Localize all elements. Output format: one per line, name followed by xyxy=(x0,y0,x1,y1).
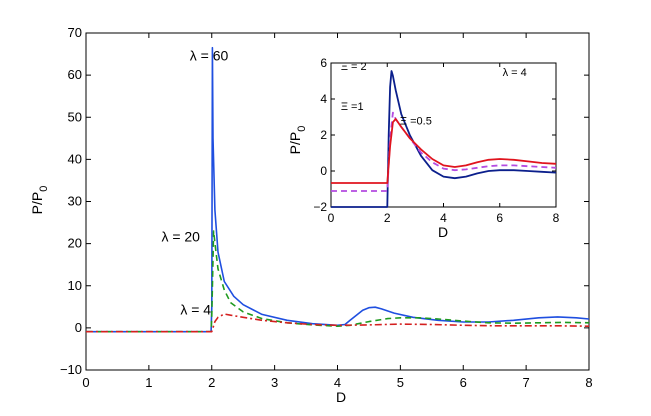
main-x-tick-label: 2 xyxy=(208,375,215,390)
inset-series-line-1 xyxy=(331,111,557,192)
inset-y-tick-label: 0 xyxy=(320,164,327,178)
inset-y-tick-label: −2 xyxy=(313,200,327,214)
inset-y-tick-label: 2 xyxy=(320,128,327,142)
main-x-tick-label: 5 xyxy=(397,375,404,390)
inset-y-axis-label-sub: 0 xyxy=(296,126,308,132)
main-y-tick-label: 20 xyxy=(68,236,82,251)
main-annotation-1: λ = 20 xyxy=(161,229,200,245)
inset-y-tick-label: 4 xyxy=(320,92,327,106)
inset-x-tick-label: 6 xyxy=(496,211,503,225)
main-series-line-2 xyxy=(86,313,590,333)
inset-annotation-1: Ξ =1 xyxy=(341,101,364,113)
main-y-tick-label: 10 xyxy=(68,278,82,293)
inset-series xyxy=(331,70,557,208)
inset-annotation-2: Ξ =0.5 xyxy=(400,116,432,128)
inset-y-axis-label-group: P/P0 xyxy=(287,126,308,155)
main-x-axis-label: D xyxy=(336,389,346,405)
main-x-tick-label: 1 xyxy=(145,375,152,390)
inset-annotation-3: λ = 4 xyxy=(503,67,527,79)
inset-y-tick-label: 6 xyxy=(320,56,327,70)
main-annotation-0: λ = 60 xyxy=(190,47,229,63)
inset-x-tick-label: 4 xyxy=(440,211,447,225)
main-annotation-2: λ = 4 xyxy=(180,301,211,317)
main-y-tick-label: 50 xyxy=(68,109,82,124)
main-y-tick-label: 30 xyxy=(68,194,82,209)
svg-text:P/P0: P/P0 xyxy=(287,126,308,155)
main-y-tick-label: −10 xyxy=(60,362,82,377)
main-x-tick-label: 3 xyxy=(271,375,278,390)
inset-series-line-2 xyxy=(331,118,557,184)
main-x-tick-label: 7 xyxy=(523,375,530,390)
inset-annotation-0: Ξ = 2 xyxy=(341,61,367,73)
main-annotations: λ = 60 λ = 20 λ = 4 xyxy=(161,47,228,317)
main-x-tick-label: 0 xyxy=(82,375,89,390)
main-x-tick-label: 8 xyxy=(585,375,592,390)
inset-x-tick-label: 0 xyxy=(328,211,335,225)
main-y-axis-label-group: P/P0 xyxy=(29,186,50,215)
inset-series-line-0 xyxy=(331,70,557,208)
main-y-tick-label: 60 xyxy=(68,67,82,82)
main-series xyxy=(86,46,590,333)
svg-text:P/P0: P/P0 xyxy=(29,186,50,215)
main-series-line-1 xyxy=(86,230,590,333)
main-y-tick-label: 70 xyxy=(68,25,82,40)
main-y-axis-label: P/P xyxy=(29,192,45,215)
inset-x-tick-label: 2 xyxy=(384,211,391,225)
main-y-axis-label-sub: 0 xyxy=(38,186,50,192)
main-y-tick-label: 40 xyxy=(68,151,82,166)
main-x-tick-label: 6 xyxy=(460,375,467,390)
main-y-tick-label: 0 xyxy=(75,320,82,335)
inset-x-axis-label: D xyxy=(438,224,448,240)
inset-x-tick-label: 8 xyxy=(553,211,560,225)
main-x-tick-label: 4 xyxy=(334,375,341,390)
inset-plot-frame xyxy=(330,62,557,208)
inset-annotations: Ξ = 2 Ξ =1 Ξ =0.5 λ = 4 xyxy=(341,61,527,127)
inset-y-axis-label: P/P xyxy=(287,132,303,155)
